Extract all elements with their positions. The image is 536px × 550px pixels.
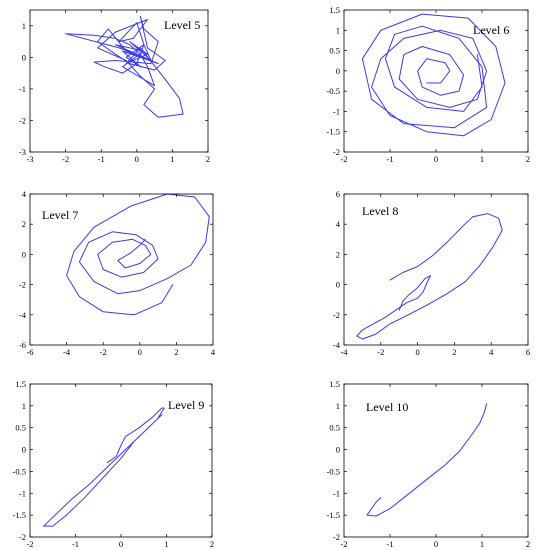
y-tick-label: 0 [22, 52, 26, 62]
chart-panel: -4 -2 0 2 4 6 -4 -2 0 2 4 6 Level 8 [333, 189, 530, 357]
x-tick-label: -3 [26, 154, 33, 164]
x-tick-label: -2 [100, 347, 107, 357]
y-tick-label: 0.5 [15, 423, 26, 433]
x-tick-label: 2 [206, 154, 210, 164]
x-tick-label: 4 [489, 347, 494, 357]
y-tick-label: -2 [19, 532, 26, 542]
y-tick-label: 1 [336, 401, 340, 411]
y-tick-label: -1.5 [327, 127, 340, 137]
x-tick-label: 1 [480, 539, 484, 549]
y-tick-label: 4 [22, 189, 27, 199]
y-tick-label: -0.5 [13, 466, 26, 476]
y-tick-label: 0 [336, 445, 340, 455]
y-tick-label: 2 [336, 249, 340, 259]
x-tick-label: 4 [211, 347, 216, 357]
y-tick-label: 0.5 [329, 423, 340, 433]
y-tick-label: 6 [336, 189, 340, 199]
chart-panel: -6 -4 -2 0 2 4 -6 -4 -2 0 2 4 Level 7 [19, 189, 216, 357]
chart-panel: -3 -2 -1 0 1 2 -3 -2 -1 0 1 Level 5 [19, 9, 210, 164]
y-tick-label: -0.5 [327, 466, 340, 476]
y-tick-label: -1 [333, 488, 340, 498]
y-tick-label: -2 [333, 532, 340, 542]
x-tick-label: -2 [340, 539, 347, 549]
y-tick-label: 4 [336, 219, 341, 229]
x-tick-label: -2 [62, 154, 69, 164]
y-tick-label: 1 [22, 21, 26, 31]
y-tick-label: -1.5 [327, 510, 340, 520]
x-tick-label: 0 [434, 539, 438, 549]
panel-title: Level 8 [362, 204, 398, 218]
x-tick-label: -1 [98, 154, 105, 164]
panel-title: Level 9 [168, 398, 204, 412]
x-tick-label: -1 [386, 539, 393, 549]
series-line [356, 213, 503, 340]
series-line [366, 403, 488, 517]
x-tick-label: 2 [526, 154, 530, 164]
x-tick-label: -2 [26, 539, 33, 549]
series-line [66, 193, 210, 316]
x-tick-label: 2 [452, 347, 456, 357]
x-tick-label: 1 [164, 539, 168, 549]
y-tick-label: -2 [333, 310, 340, 320]
y-tick-label: -2 [19, 280, 26, 290]
x-tick-label: -2 [340, 154, 347, 164]
x-tick-label: 1 [170, 154, 174, 164]
y-tick-label: -6 [19, 340, 26, 350]
y-tick-label: -2 [19, 115, 26, 125]
x-tick-label: 0 [135, 154, 139, 164]
y-tick-label: 0 [336, 66, 340, 76]
x-tick-label: 2 [526, 539, 530, 549]
x-tick-label: -4 [63, 347, 71, 357]
plot-frame [343, 193, 529, 346]
y-tick-label: -3 [19, 147, 26, 157]
plot-frame [29, 193, 214, 346]
y-tick-label: 0 [336, 280, 340, 290]
series-line [361, 13, 506, 137]
x-tick-label: 1 [480, 154, 484, 164]
x-tick-label: -2 [377, 347, 384, 357]
panel-title: Level 10 [366, 400, 408, 414]
y-tick-label: 1.5 [15, 379, 26, 389]
y-tick-label: 1 [336, 25, 340, 35]
x-tick-label: 0 [415, 347, 419, 357]
y-tick-label: 0.5 [329, 46, 340, 56]
y-tick-label: -0.5 [327, 86, 340, 96]
panel-title: Level 6 [473, 23, 509, 37]
chart-panel: -2 -1 0 1 2 -2 -1.5 -1 -0.5 0 0.5 1 1.5 Level 10 [327, 379, 531, 549]
y-tick-label: 0 [22, 445, 26, 455]
x-tick-label: 0 [434, 154, 438, 164]
y-tick-label: 2 [22, 219, 26, 229]
y-tick-label: -1 [19, 488, 26, 498]
chart-panel: -2 -1 0 1 2 -2 -1.5 -1 -0.5 0 0.5 1 1.5 Level 6 [327, 5, 531, 164]
y-tick-label: 1.5 [329, 5, 340, 15]
y-tick-label: -1.5 [13, 510, 26, 520]
y-tick-label: 0 [22, 249, 26, 259]
y-tick-label: -4 [333, 340, 341, 350]
x-tick-label: -6 [26, 347, 33, 357]
y-tick-label: 1.5 [329, 379, 340, 389]
panel-title: Level 7 [42, 208, 78, 222]
panel-title: Level 5 [164, 18, 200, 32]
x-tick-label: 0 [138, 347, 142, 357]
y-tick-label: -1 [333, 106, 340, 116]
x-tick-label: -1 [72, 539, 79, 549]
x-tick-label: -1 [386, 154, 393, 164]
chart-panel: -2 -1 0 1 2 -2 -1.5 -1 -0.5 0 0.5 1 1.5 Level 9 [13, 379, 215, 549]
x-tick-label: -4 [340, 347, 348, 357]
series-line [43, 407, 165, 527]
y-tick-label: 1 [22, 401, 26, 411]
y-tick-label: -1 [19, 84, 26, 94]
x-tick-label: 0 [119, 539, 123, 549]
x-tick-label: 6 [526, 347, 530, 357]
series-line [65, 15, 184, 118]
y-tick-label: -2 [333, 147, 340, 157]
x-tick-label: 2 [210, 539, 214, 549]
y-tick-label: -4 [19, 310, 27, 320]
x-tick-label: 2 [174, 347, 178, 357]
plot-frame [29, 9, 209, 153]
